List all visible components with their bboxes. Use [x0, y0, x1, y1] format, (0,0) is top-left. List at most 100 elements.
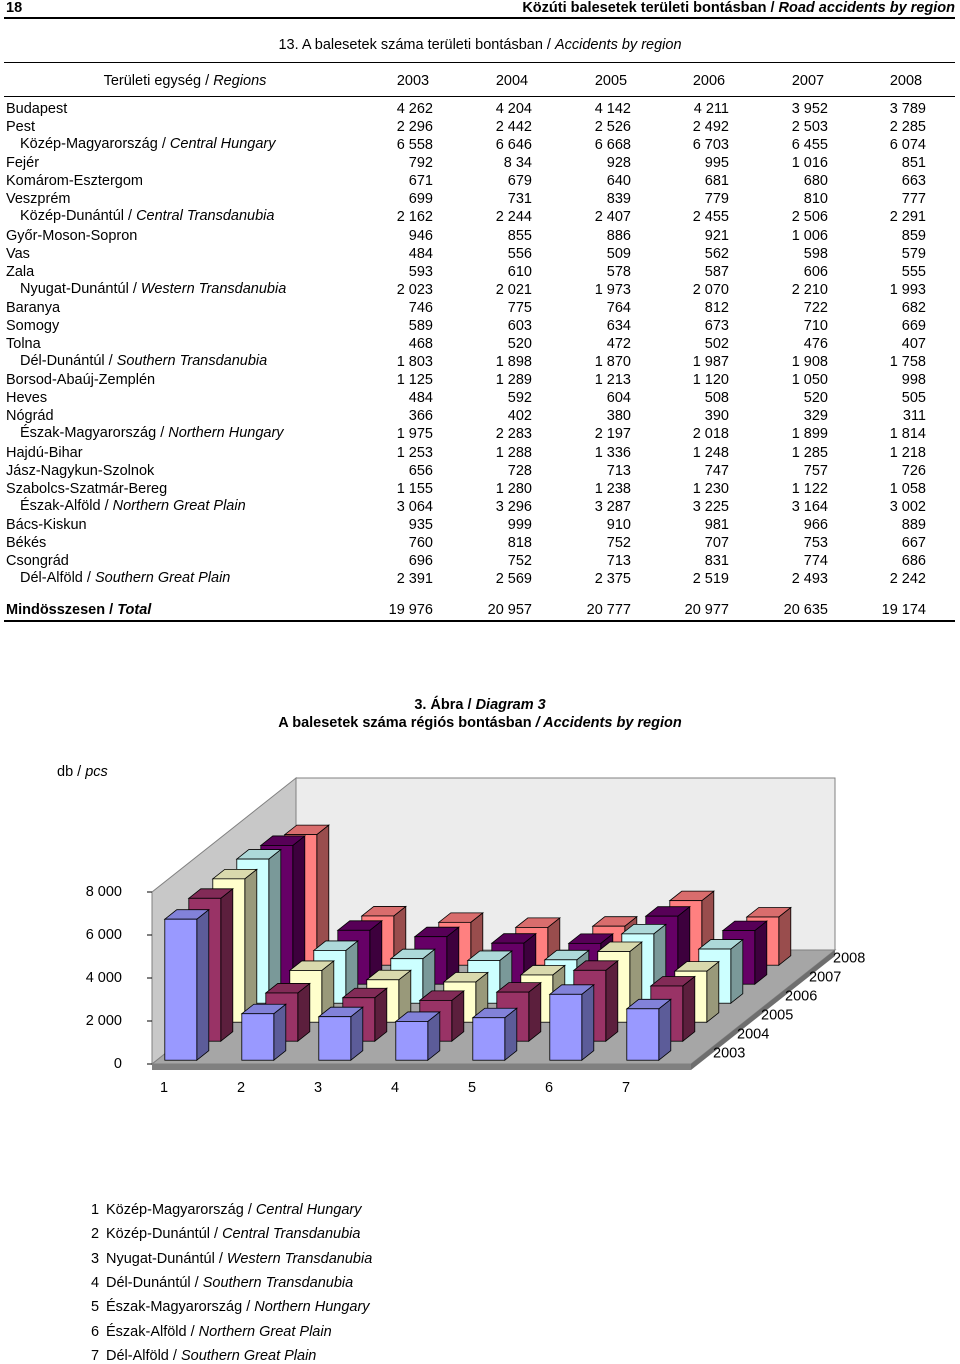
row-label: Zala	[6, 263, 35, 280]
legend-item: Észak-Alföld / Northern Great Plain	[106, 1324, 332, 1340]
cell: 407	[901, 336, 926, 353]
bar-side	[581, 983, 595, 1062]
cell: 2 296	[396, 119, 433, 136]
legend-item-hu: Dél-Alföld /	[106, 1347, 181, 1364]
cell: 484	[408, 390, 433, 407]
cell: 731	[507, 191, 532, 208]
depth-label: 2007	[809, 969, 841, 985]
bar-side	[297, 982, 311, 1043]
y-axis-label-en: pcs	[85, 764, 108, 780]
cell: 1 125	[396, 372, 433, 389]
table-title-en: Accidents by region	[554, 37, 682, 53]
cell: 1 213	[594, 372, 631, 389]
total-label: Mindösszesen / Total	[6, 602, 151, 618]
y-axis-label-hu: db /	[57, 764, 86, 780]
cell: 1 253	[396, 444, 433, 461]
y-tick-label: 6 000	[86, 927, 122, 943]
region-label-en: Southern Transdanubia	[116, 353, 268, 370]
cell: 671	[408, 173, 433, 190]
legend-item-hu: Nyugat-Dunántúl /	[106, 1250, 227, 1267]
cell: 728	[507, 462, 532, 479]
row-label: Hajdú-Bihar	[6, 444, 83, 461]
cell: 484	[408, 245, 433, 262]
region-label-en: Northern Hungary	[168, 425, 284, 442]
cell: 505	[901, 390, 926, 407]
region-label: Észak-Alföld / Northern Great Plain	[20, 498, 246, 514]
cell: 966	[803, 516, 828, 533]
cell: 520	[507, 336, 532, 353]
x-tick-label: 1	[160, 1080, 168, 1096]
legend-item: Észak-Magyarország / Northern Hungary	[106, 1299, 370, 1315]
legend-item: Dél-Alföld / Southern Great Plain	[106, 1348, 316, 1364]
y-tick-label: 8 000	[86, 884, 122, 900]
cell: 555	[901, 263, 926, 280]
cell: 673	[704, 317, 729, 334]
cell: 1 803	[396, 354, 433, 371]
cell: 3 296	[495, 498, 532, 515]
cell: 686	[901, 553, 926, 569]
cell: 752	[507, 553, 532, 569]
cell: 1 016	[791, 155, 828, 172]
cell: 1 975	[396, 426, 433, 443]
bar-group	[240, 1003, 287, 1062]
cell: 995	[704, 155, 729, 172]
cell: 2 210	[791, 281, 828, 298]
cell: 764	[606, 299, 631, 316]
bar	[164, 918, 198, 1061]
cell: 855	[507, 227, 532, 244]
bar	[395, 1021, 429, 1061]
cell: 3 002	[889, 498, 926, 515]
cell: 4 204	[495, 101, 532, 117]
cell: 1 758	[889, 354, 926, 371]
header-rule	[4, 17, 955, 19]
legend-key: 2	[91, 1226, 100, 1243]
legend-key: 7	[91, 1347, 100, 1364]
cell: 578	[606, 263, 631, 280]
cell: 713	[606, 553, 631, 569]
cell: 2 283	[495, 426, 532, 443]
bar-side	[244, 868, 258, 1024]
cell: 562	[704, 245, 729, 262]
year-header: 2006	[692, 73, 726, 89]
bar	[472, 1017, 506, 1061]
cell: 3 064	[396, 498, 433, 515]
cell: 1 248	[692, 444, 729, 461]
legend-key: 3	[91, 1250, 100, 1267]
cell: 329	[803, 408, 828, 425]
cell: 921	[704, 227, 729, 244]
region-label-en: Western Transdanubia	[140, 280, 287, 297]
legend-item-hu: Közép-Magyarország /	[106, 1202, 256, 1218]
legend-item-en: Northern Hungary	[254, 1299, 370, 1316]
cell: 1 973	[594, 281, 631, 298]
row-label: Borsod-Abaúj-Zemplén	[6, 372, 156, 389]
table-title: 13. A balesetek száma területi bontásban…	[0, 37, 960, 53]
cell: 476	[803, 336, 828, 353]
legend-item-hu: Közép-Dunántúl /	[106, 1226, 223, 1243]
running-title: Közúti balesetek területi bontásban / Ro…	[400, 0, 955, 16]
cell: 774	[803, 553, 828, 569]
total-label-en: Total	[117, 602, 152, 618]
legend-item-en: Northern Great Plain	[198, 1323, 332, 1340]
bar	[626, 1008, 660, 1061]
region-label-en: Southern Great Plain	[94, 570, 231, 587]
depth-label: 2005	[761, 1007, 793, 1023]
cell: 1 006	[791, 227, 828, 244]
cell: 593	[408, 263, 433, 280]
year-header: 2004	[495, 73, 529, 89]
legend-key: 1	[91, 1202, 100, 1218]
legend-key: 4	[91, 1274, 100, 1291]
depth-label: 2006	[785, 988, 817, 1004]
region-label: Dél-Alföld / Southern Great Plain	[20, 570, 230, 586]
row-label: Heves	[6, 390, 48, 407]
cell: 520	[803, 390, 828, 407]
cell: 2 285	[889, 119, 926, 136]
cell: 699	[408, 191, 433, 208]
year-header: 2007	[791, 73, 825, 89]
region-label: Közép-Dunántúl / Central Transdanubia	[20, 208, 274, 224]
year-header: 2008	[889, 73, 923, 89]
cell: 2 162	[396, 209, 433, 226]
cell: 6 074	[889, 137, 926, 154]
cell: 2 018	[692, 426, 729, 443]
cell: 1 336	[594, 444, 631, 461]
total-cell: 19 976	[388, 602, 433, 618]
